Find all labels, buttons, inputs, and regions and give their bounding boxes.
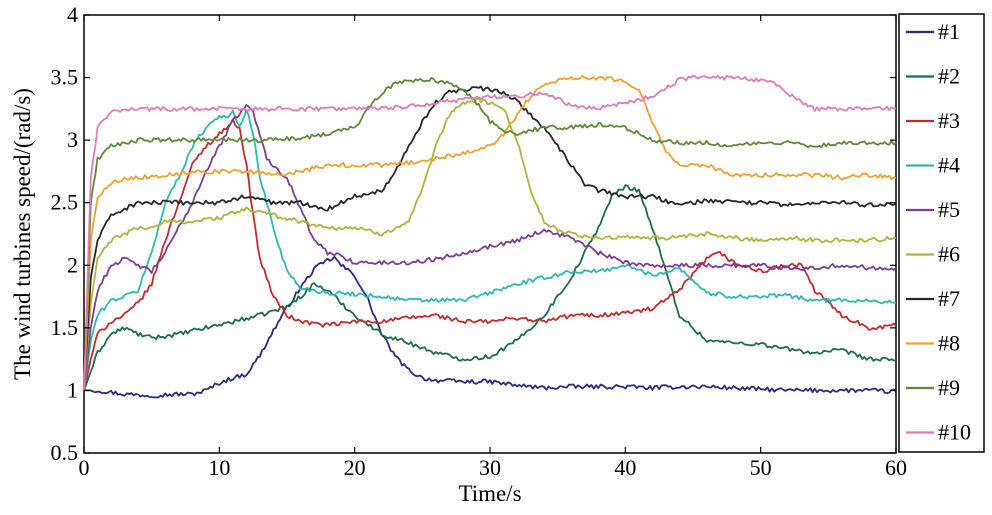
y-tick-label: 4 [67, 2, 78, 27]
legend-label: #8 [938, 331, 960, 356]
series-line-4 [83, 109, 897, 391]
series-line-9 [83, 77, 897, 391]
series-line-3 [83, 118, 897, 391]
series-line-5 [83, 104, 897, 391]
legend-label: #4 [938, 153, 960, 178]
series-line-8 [83, 75, 897, 391]
x-tick-label: 40 [614, 455, 636, 480]
x-tick-label: 30 [479, 455, 501, 480]
legend-label: #2 [938, 64, 960, 89]
y-axis-title: The wind turbines speed/(rad/s) [10, 88, 35, 380]
series-line-2 [83, 184, 897, 391]
x-tick-label: 50 [750, 455, 772, 480]
y-tick-label: 3.5 [51, 65, 79, 90]
y-tick-label: 1 [67, 377, 78, 402]
legend-label: #9 [938, 375, 960, 400]
x-tick-label: 10 [208, 455, 230, 480]
legend-label: #6 [938, 242, 960, 267]
legend-box [898, 13, 985, 453]
legend-label: #3 [938, 108, 960, 133]
y-tick-label: 1.5 [51, 315, 79, 340]
legend-label: #10 [938, 420, 971, 445]
x-axis-title: Time/s [458, 481, 521, 506]
legend-label: #7 [938, 286, 960, 311]
x-tick-label: 60 [885, 455, 907, 480]
x-tick-label: 20 [344, 455, 366, 480]
series-line-1 [84, 255, 897, 399]
y-tick-label: 0.5 [51, 440, 79, 465]
series-line-6 [83, 97, 897, 391]
series-line-10 [83, 74, 897, 391]
y-tick-label: 2 [67, 252, 78, 277]
x-tick-label: 0 [79, 455, 90, 480]
plot-frame [83, 14, 897, 454]
legend-label: #1 [938, 19, 960, 44]
legend: #1 #2 #3 #4 #5 #6 #7 #8 #9 #10 [898, 13, 985, 453]
legend-label: #5 [938, 197, 960, 222]
series-line-7 [83, 85, 897, 391]
ticks-layer: 0 10 20 30 40 50 60 0.5 1 1.5 2 2.5 3 3.5 4 [51, 2, 908, 480]
y-tick-label: 2.5 [51, 190, 79, 215]
series-layer [83, 74, 897, 399]
y-tick-label: 3 [67, 127, 78, 152]
